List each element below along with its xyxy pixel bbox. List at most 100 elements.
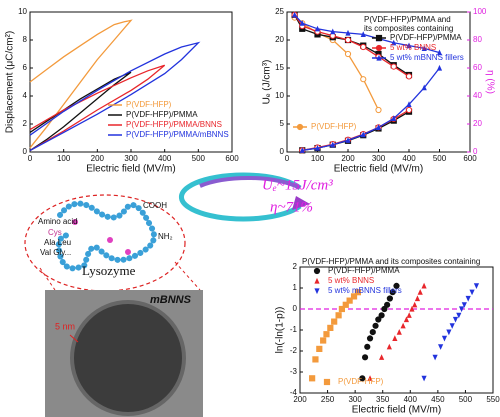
marker [421, 84, 427, 91]
marker [379, 354, 385, 360]
y-tick-label: 0 [280, 147, 285, 156]
legend-marker [376, 54, 382, 61]
y2-tick-label: 20 [473, 119, 482, 128]
y-tick-label: 0 [293, 304, 298, 313]
x-tick-label: 100 [57, 154, 71, 163]
y-tick-label: 10 [18, 7, 27, 16]
amino-acid-label: Amino acid [38, 217, 78, 226]
marker [473, 283, 480, 289]
x-tick-label: 0 [285, 154, 290, 163]
marker [421, 282, 427, 289]
ala-leu-label: Ala Leu [44, 238, 71, 247]
marker [345, 29, 351, 36]
marker [330, 141, 336, 148]
marker [400, 322, 406, 329]
legend-label: 5 wt% mBNNS fillers [390, 53, 464, 62]
marker [345, 137, 351, 143]
marker [389, 289, 396, 296]
marker [299, 147, 305, 153]
particle [70, 300, 186, 416]
cooh-label: COOH [143, 201, 167, 210]
marker [414, 295, 421, 302]
legend-marker [314, 288, 320, 295]
marker [403, 316, 410, 323]
x-axis-label: Electric field (MV/m) [334, 164, 423, 175]
marker [314, 144, 321, 151]
marker [390, 63, 397, 70]
y2-tick-label: 80 [473, 35, 482, 44]
marker [360, 31, 366, 37]
legend-marker [314, 277, 320, 284]
marker [405, 106, 413, 114]
series-line [29, 19, 133, 149]
y-tick-label: -3 [290, 367, 298, 376]
x-tick-label: 100 [311, 154, 325, 163]
marker [338, 305, 346, 313]
marker [392, 335, 398, 341]
x-tick-label: 400 [402, 154, 416, 163]
marker [449, 323, 455, 329]
x-tick-label: 500 [192, 154, 206, 163]
marker [292, 11, 298, 18]
x-tick-label: 400 [158, 154, 172, 163]
legend-label: P(VDF-HFP) [311, 122, 357, 131]
x-axis-label: Electric field (MV/m) [352, 405, 441, 416]
legend-label: P(VDF-HFP)/PMMA [126, 110, 198, 119]
marker [421, 45, 427, 51]
marker [330, 28, 336, 35]
marker [361, 354, 369, 361]
legend-marker [375, 34, 383, 42]
marker [396, 329, 402, 335]
y2-axis-label: η (%) [484, 70, 495, 94]
legend-label: 5 wt% mBNNS fillers [328, 286, 402, 295]
x-tick-label: 300 [348, 395, 362, 404]
marker [421, 375, 427, 382]
marker [364, 343, 371, 350]
nh2-label: NH₂ [158, 232, 173, 241]
x-tick-label: 250 [321, 395, 335, 404]
y-axis-label: ln(-ln(1-p)) [275, 307, 286, 354]
legend-title: its composites containing [364, 24, 453, 33]
y-tick-label: 2 [293, 262, 298, 271]
marker [344, 50, 352, 58]
x-tick-label: 550 [486, 395, 500, 404]
marker [327, 324, 334, 331]
marker [391, 115, 397, 121]
x-tick-label: 450 [431, 395, 445, 404]
marker [331, 318, 338, 325]
marker [436, 49, 443, 56]
y2-tick-label: 100 [473, 7, 487, 16]
marker [456, 312, 462, 319]
x-tick-label: 300 [124, 154, 138, 163]
val-gly-label: Val Gly... [40, 248, 71, 257]
marker [369, 329, 376, 336]
x-axis-label: Electric field (MV/m) [86, 164, 175, 175]
marker [386, 295, 393, 302]
marker [406, 312, 412, 318]
marker [309, 375, 316, 382]
x-tick-label: 500 [433, 154, 447, 163]
protein-label: Lysozyme [82, 263, 136, 278]
marker [320, 337, 327, 344]
series-line [29, 41, 201, 152]
legend-title: P(VDF-HFP)/PMMA and its composites conta… [302, 257, 480, 266]
marker [372, 322, 379, 329]
y-tick-label: 4 [23, 91, 28, 100]
x-tick-label: 600 [463, 154, 477, 163]
marker [446, 329, 452, 336]
marker [314, 25, 321, 32]
legend-marker [313, 267, 321, 275]
marker [360, 131, 366, 138]
x-tick-label: 300 [372, 154, 386, 163]
marker [381, 305, 388, 313]
marker [465, 295, 471, 302]
marker [409, 305, 415, 312]
marker [366, 335, 374, 342]
marker [441, 335, 448, 342]
marker [406, 101, 412, 107]
legend-marker [375, 44, 383, 52]
y-tick-label: 15 [275, 63, 284, 72]
y2-tick-label: 60 [473, 63, 482, 72]
y-tick-label: 20 [275, 35, 284, 44]
